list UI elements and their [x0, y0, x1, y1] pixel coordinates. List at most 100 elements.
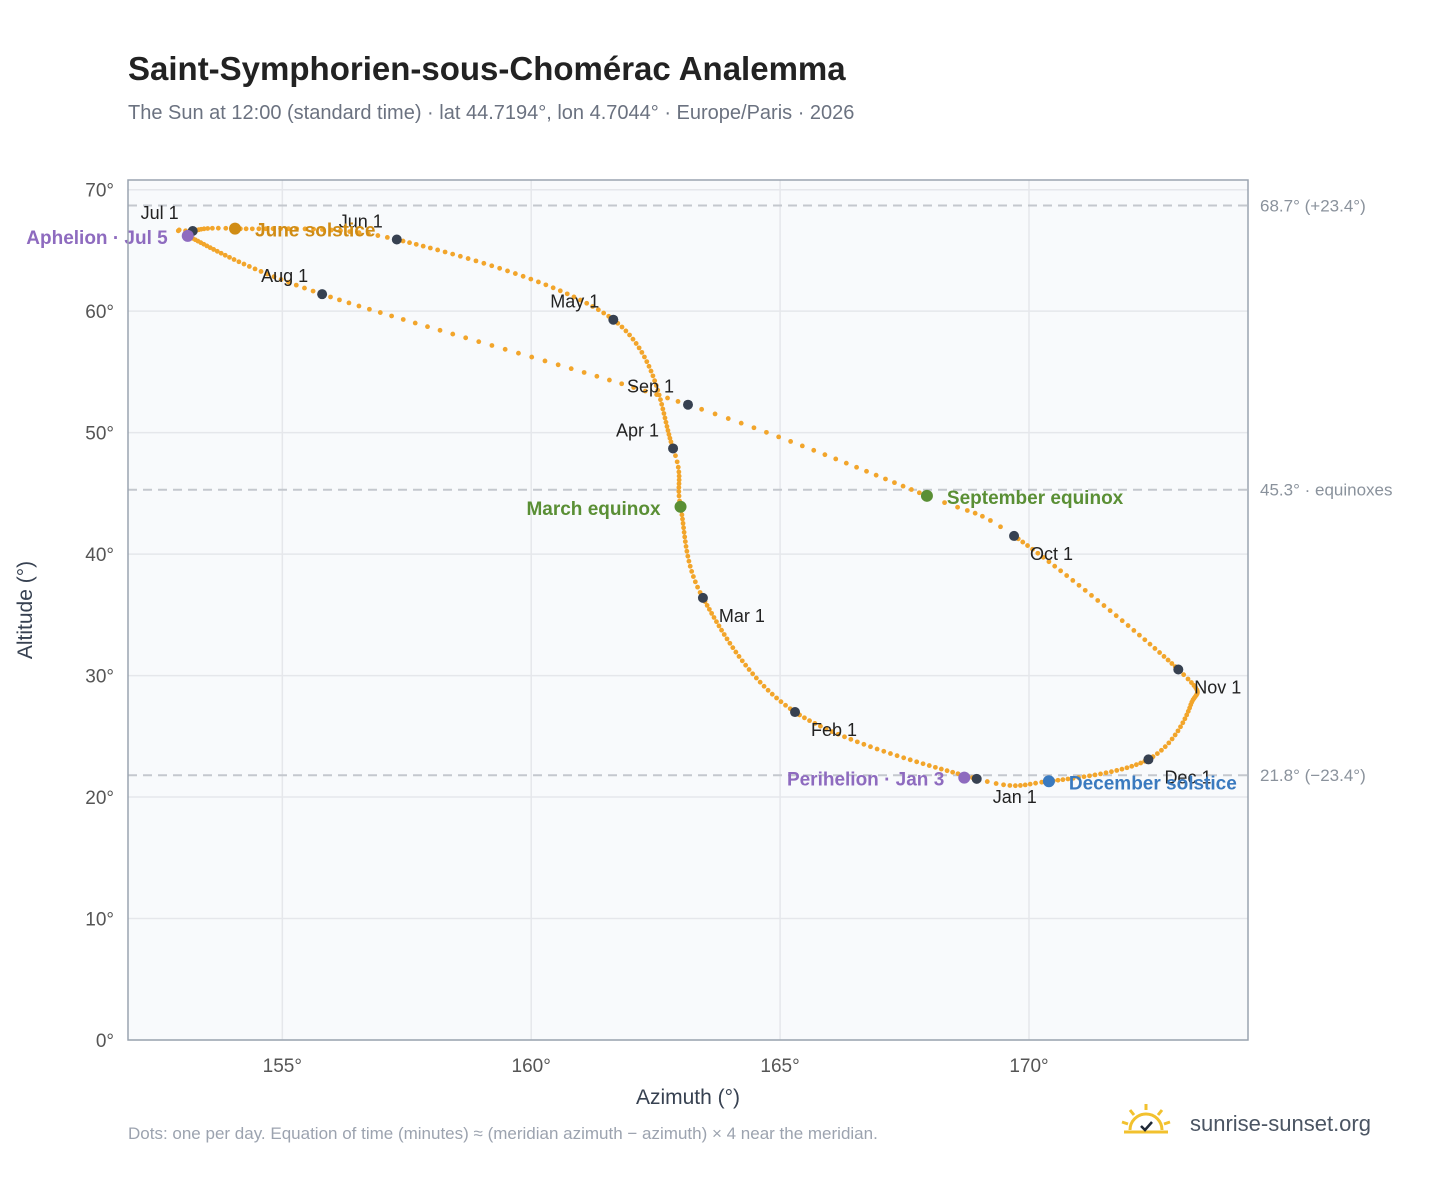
- day-dot: [1169, 661, 1175, 666]
- y-tick-label: 40°: [85, 545, 114, 566]
- event-marker: [958, 771, 971, 784]
- day-dot: [664, 424, 670, 429]
- month-marker: [317, 289, 328, 300]
- day-dot: [1109, 769, 1114, 775]
- day-dot: [437, 327, 443, 333]
- day-dot: [450, 251, 456, 257]
- day-dot: [623, 328, 629, 334]
- month-label: May 1: [550, 292, 599, 312]
- day-dot: [375, 233, 381, 238]
- day-dot: [571, 294, 577, 300]
- day-dot: [706, 606, 712, 612]
- day-dot: [829, 729, 835, 734]
- y-axis-ticks: 0° 10° 20° 30° 40° 50° 60° 70°: [85, 181, 114, 1052]
- day-dot: [680, 520, 686, 526]
- day-dot: [687, 563, 693, 569]
- day-dot: [916, 490, 922, 496]
- day-dot: [1052, 563, 1058, 569]
- day-dot: [743, 662, 749, 668]
- day-dot: [1185, 676, 1191, 682]
- day-dot: [209, 225, 215, 231]
- day-dot: [555, 362, 561, 368]
- day-dot: [868, 744, 873, 750]
- day-dot: [676, 489, 682, 494]
- day-dot: [215, 225, 221, 231]
- chart-title: Saint-Symphorien-sous-Chomérac Analemma: [128, 50, 846, 87]
- x-tick-label: 155°: [263, 1056, 302, 1077]
- day-dot: [1131, 628, 1137, 633]
- day-dot: [263, 226, 269, 232]
- day-dot: [714, 619, 719, 625]
- day-dot: [223, 225, 229, 231]
- day-dot: [774, 695, 779, 701]
- day-dot: [619, 324, 625, 330]
- day-dot: [650, 373, 656, 379]
- day-dot: [725, 416, 731, 421]
- day-dot: [286, 226, 291, 232]
- day-dot: [427, 245, 433, 251]
- day-dot: [463, 335, 469, 341]
- day-dot: [662, 415, 668, 421]
- day-dot: [631, 385, 637, 390]
- day-dot: [639, 349, 645, 355]
- day-dot: [1185, 708, 1191, 714]
- day-dot: [679, 512, 685, 518]
- day-dot: [757, 679, 763, 685]
- day-dot: [1119, 766, 1125, 772]
- day-dot: [842, 734, 847, 740]
- plot-area: [128, 180, 1248, 1040]
- y-tick-label: 30°: [85, 667, 114, 688]
- day-dot: [673, 453, 678, 459]
- day-dot: [400, 238, 406, 244]
- day-dot: [1058, 568, 1064, 574]
- event-label: Aphelion · Jul 5: [26, 228, 168, 249]
- day-dot: [861, 741, 867, 747]
- day-dot: [594, 373, 600, 379]
- day-dot: [1161, 654, 1167, 659]
- day-dot: [666, 432, 672, 437]
- day-dot: [812, 721, 818, 726]
- day-dot: [356, 303, 362, 309]
- day-dot: [843, 460, 849, 466]
- day-dot: [654, 392, 660, 397]
- day-dot: [222, 252, 228, 258]
- day-dot: [1046, 559, 1052, 565]
- day-dot: [328, 294, 333, 300]
- day-dot: [1087, 773, 1092, 779]
- day-dot: [389, 313, 394, 319]
- day-dot: [310, 288, 316, 294]
- day-dot: [920, 761, 926, 767]
- x-tick-label: 165°: [760, 1056, 799, 1077]
- day-dot: [802, 715, 807, 721]
- day-dot: [377, 310, 383, 315]
- day-dot: [659, 401, 665, 407]
- day-dot: [944, 768, 950, 774]
- day-dot: [733, 649, 739, 655]
- day-dot: [293, 282, 299, 288]
- day-dot: [1101, 603, 1107, 608]
- day-dot: [914, 759, 920, 765]
- brand-name[interactable]: sunrise-sunset.org: [1190, 1111, 1371, 1136]
- day-dot: [465, 256, 471, 261]
- day-dot: [278, 277, 284, 282]
- day-dot: [473, 258, 479, 264]
- day-dot: [738, 420, 744, 426]
- day-dot: [721, 632, 727, 637]
- day-dot: [1035, 550, 1041, 556]
- day-dot: [892, 480, 897, 486]
- day-dot: [1181, 672, 1187, 678]
- reference-lines: 68.7° (+23.4°) 45.3° · equinoxes 21.8° (−2…: [128, 197, 1393, 785]
- day-dot: [420, 243, 426, 249]
- brand-link[interactable]: sunrise-sunset.org: [1120, 1102, 1400, 1146]
- month-marker: [1143, 754, 1154, 765]
- day-dot: [873, 472, 879, 478]
- day-dot: [652, 378, 658, 384]
- day-dot: [676, 493, 682, 499]
- day-dot: [682, 539, 688, 545]
- day-dot: [512, 271, 518, 276]
- day-dot: [286, 279, 291, 285]
- sun-logo-icon: [1121, 1104, 1171, 1134]
- month-label: Apr 1: [616, 420, 659, 440]
- day-dot: [442, 249, 448, 255]
- day-dot: [211, 247, 217, 252]
